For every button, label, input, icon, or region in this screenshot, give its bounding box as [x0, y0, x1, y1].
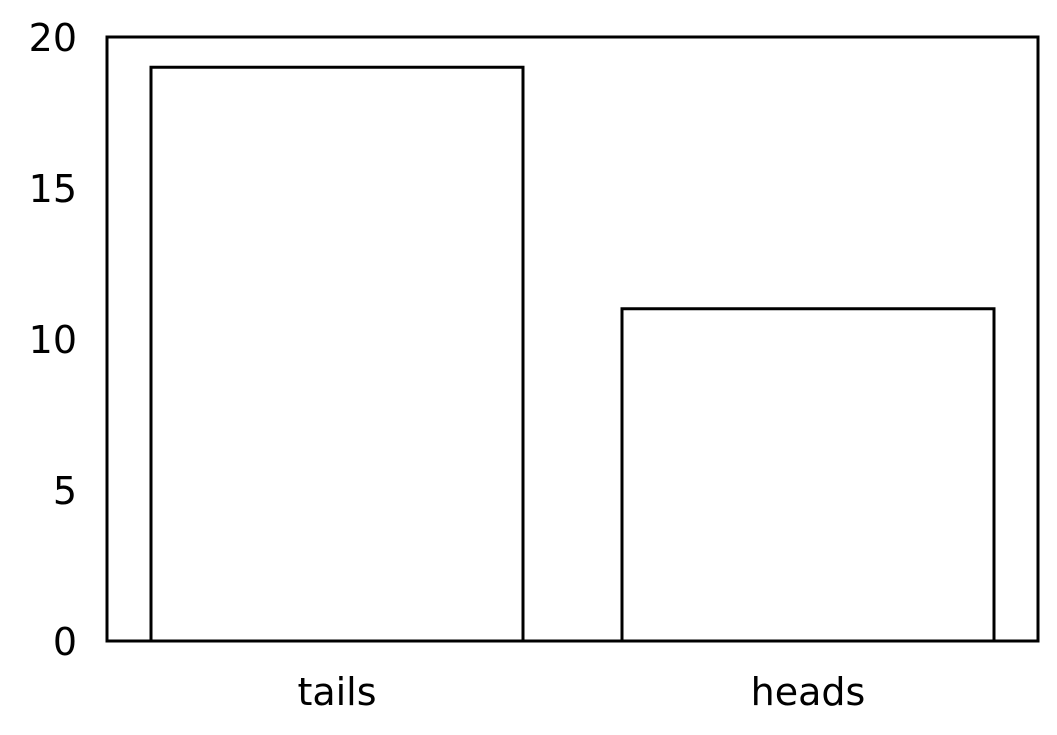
x-tick-label-heads: heads	[751, 670, 866, 714]
bar-tails	[149, 65, 525, 641]
bar-heads	[620, 307, 996, 641]
x-tick-label-tails: tails	[297, 670, 376, 714]
plot-frame	[105, 35, 1040, 643]
y-tick-label-20: 20	[29, 16, 77, 60]
x-axis-ticks: tails heads	[297, 670, 865, 714]
y-tick-label-15: 15	[29, 167, 77, 211]
bars-group	[149, 65, 996, 641]
y-axis-ticks: 0 5 10 15 20	[29, 16, 77, 664]
y-tick-label-0: 0	[53, 620, 77, 664]
y-tick-label-5: 5	[53, 469, 77, 513]
y-tick-label-10: 10	[29, 318, 77, 362]
